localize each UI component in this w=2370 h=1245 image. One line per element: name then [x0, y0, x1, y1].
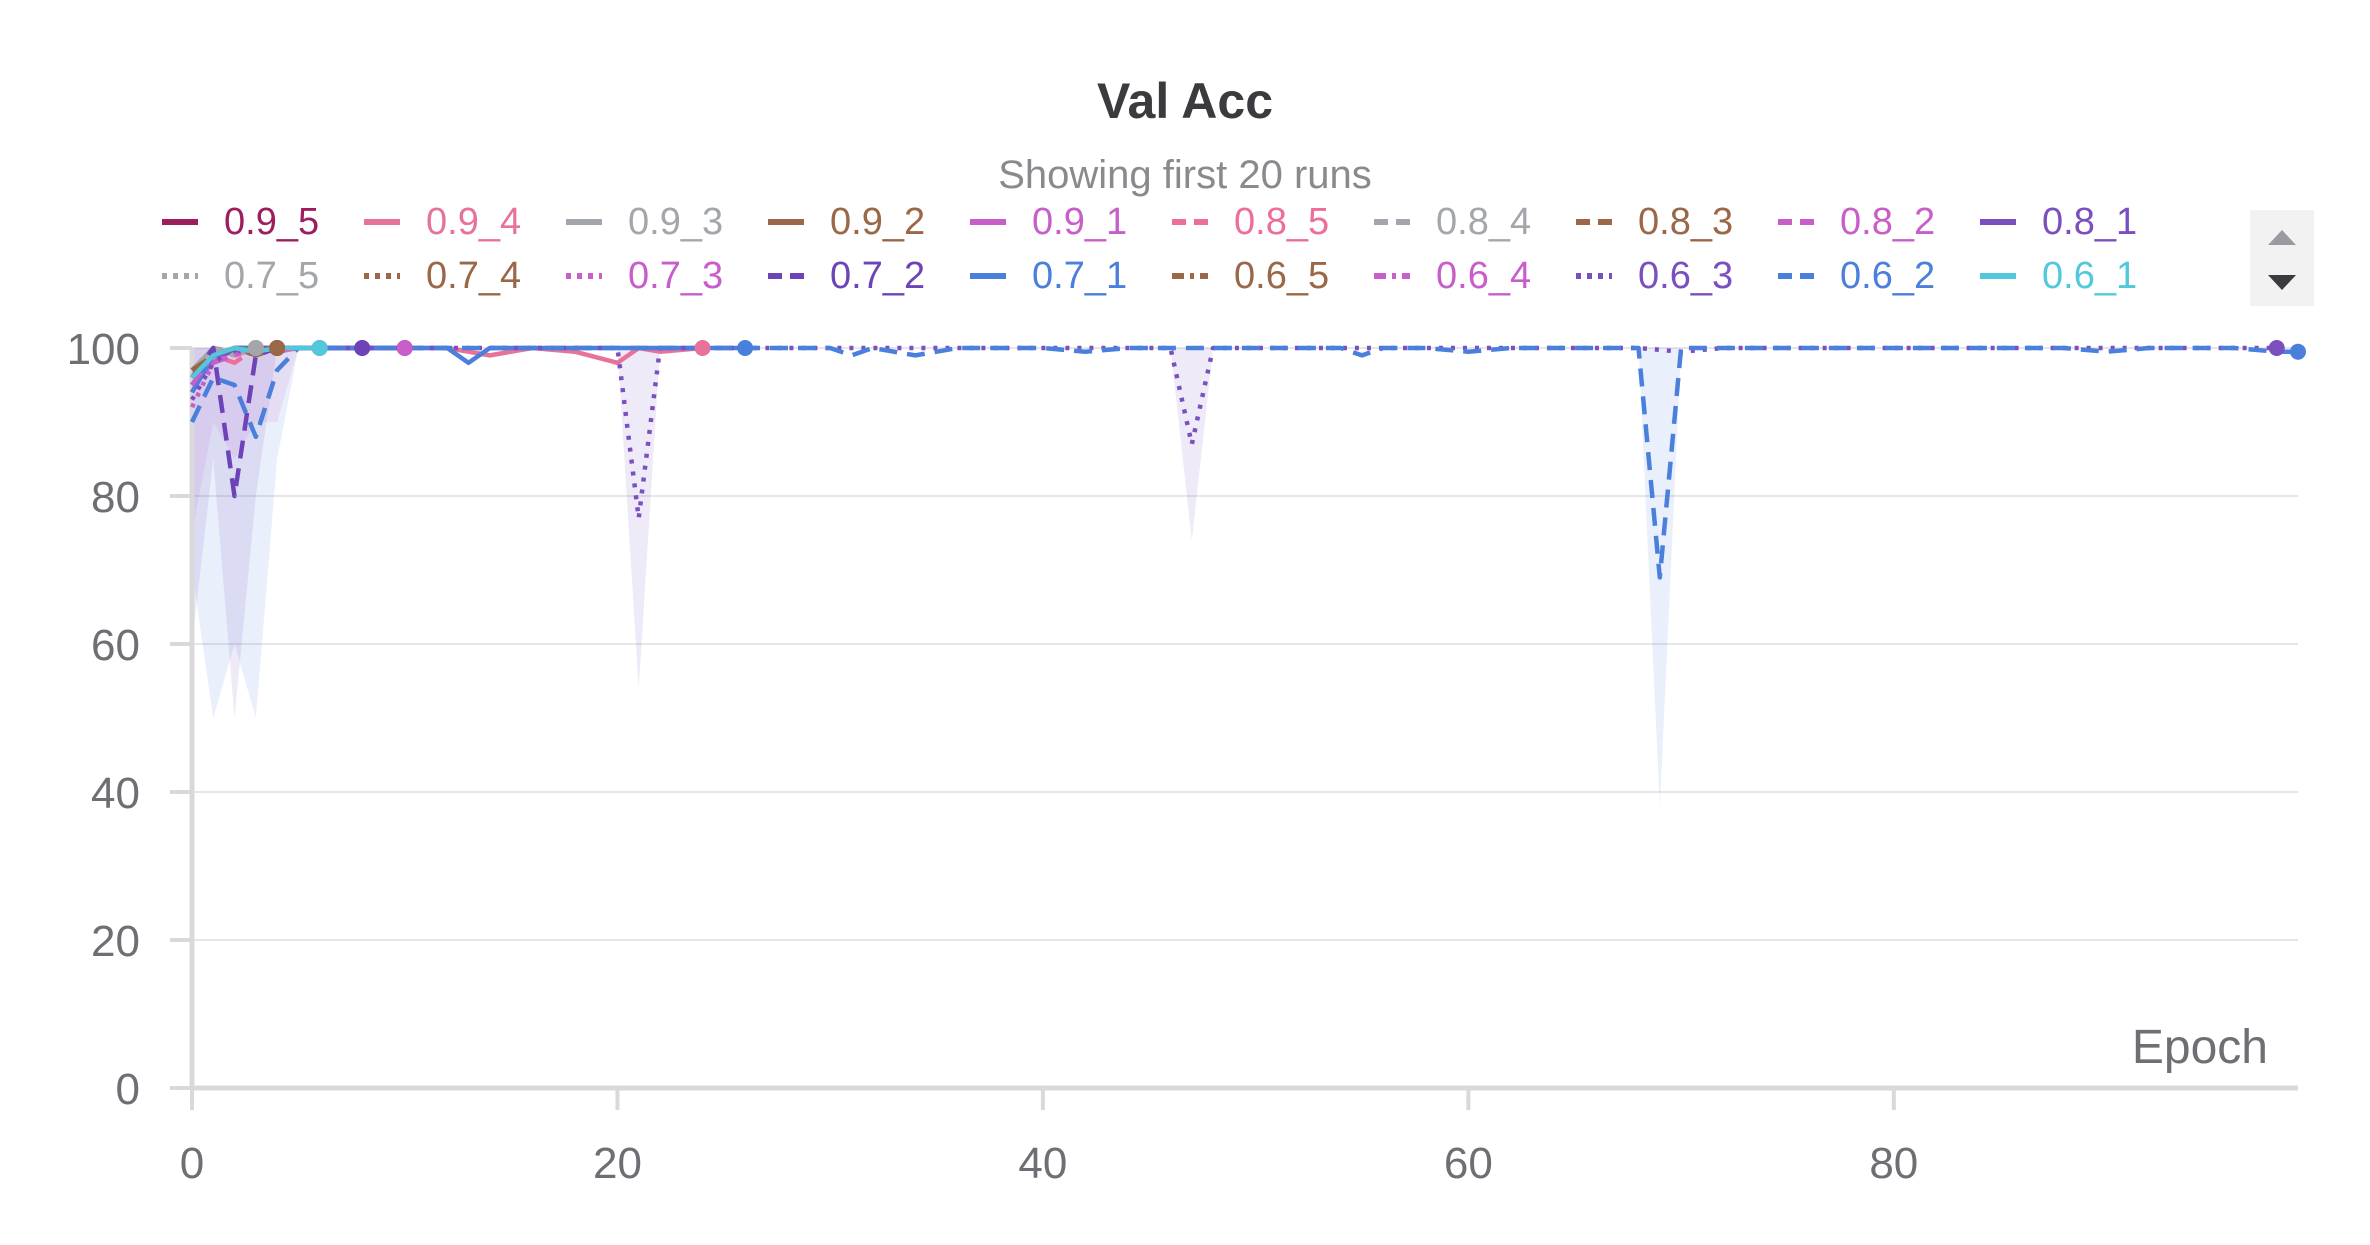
- variance-band: [192, 348, 299, 718]
- legend-item-0-9_3[interactable]: 0.9_3: [566, 201, 723, 243]
- series-end-marker: [247, 340, 264, 356]
- variance-bands: [192, 348, 1682, 807]
- legend-label: 0.6_3: [1638, 255, 1733, 297]
- legend-item-0-9_2[interactable]: 0.9_2: [768, 201, 925, 243]
- series-line-0-6_2: [189, 345, 2298, 580]
- x-tick-label: 40: [1018, 1139, 1067, 1188]
- end-markers: [247, 340, 2306, 360]
- legend-item-0-8_2[interactable]: 0.8_2: [1778, 201, 1935, 243]
- axes: [170, 346, 2298, 1110]
- legend-item-0-8_1[interactable]: 0.8_1: [1980, 201, 2137, 243]
- legend-item-0-6_4[interactable]: 0.6_4: [1374, 255, 1531, 297]
- legend-label: 0.9_2: [830, 201, 925, 243]
- legend-item-0-6_5[interactable]: 0.6_5: [1172, 255, 1329, 297]
- legend-scroll-controls: [2250, 210, 2314, 306]
- legend-item-0-8_3[interactable]: 0.8_3: [1576, 201, 1733, 243]
- triangle-up-icon[interactable]: [2268, 230, 2296, 245]
- x-tick-label: 20: [593, 1139, 642, 1188]
- legend-scroll-track: [2250, 210, 2314, 306]
- legend-label: 0.9_5: [224, 201, 319, 243]
- legend-label: 0.8_4: [1436, 201, 1531, 243]
- grid: [192, 347, 2298, 941]
- y-tick-label: 40: [91, 769, 140, 818]
- legend-item-0-7_1[interactable]: 0.7_1: [970, 255, 1127, 297]
- x-tick-label: 0: [180, 1139, 204, 1188]
- legend-label: 0.7_4: [426, 255, 521, 297]
- legend-item-0-6_2[interactable]: 0.6_2: [1778, 255, 1935, 297]
- series-line-0-7_5: [190, 345, 257, 372]
- x-axis-label: Epoch: [2132, 1021, 2268, 1074]
- y-tick-label: 60: [91, 621, 140, 670]
- variance-band: [617, 348, 660, 689]
- legend-label: 0.7_1: [1032, 255, 1127, 297]
- y-tick-label: 20: [91, 917, 140, 966]
- x-tick-label: 80: [1869, 1139, 1918, 1188]
- y-tick-label: 100: [67, 325, 140, 374]
- series-end-marker: [269, 340, 286, 356]
- legend-item-0-8_4[interactable]: 0.8_4: [1374, 201, 1531, 243]
- legend-label: 0.6_5: [1234, 255, 1329, 297]
- legend-item-0-6_1[interactable]: 0.6_1: [1980, 255, 2137, 297]
- series-end-marker: [396, 340, 413, 356]
- series-end-marker: [737, 340, 754, 356]
- variance-band: [192, 348, 299, 533]
- legend: 0.9_5 0.9_4 0.9_3 0.9_2 0.9_1 0.8_5 0.8_4 0.8_3…: [162, 201, 2137, 297]
- series-end-marker: [2268, 340, 2285, 356]
- legend-label: 0.8_5: [1234, 201, 1329, 243]
- triangle-down-icon[interactable]: [2268, 275, 2296, 290]
- legend-item-0-9_1[interactable]: 0.9_1: [970, 201, 1127, 243]
- legend-item-0-9_4[interactable]: 0.9_4: [364, 201, 521, 243]
- chart-title: Val Acc: [1097, 73, 1273, 129]
- legend-label: 0.7_2: [830, 255, 925, 297]
- series-end-marker: [694, 340, 711, 356]
- y-tick-label: 0: [116, 1065, 140, 1114]
- legend-item-0-7_5[interactable]: 0.7_5: [162, 255, 319, 297]
- tick-labels: 0 20 40 60 80 0 20 40 60 80 100: [67, 325, 1919, 1188]
- legend-item-0-9_5[interactable]: 0.9_5: [162, 201, 319, 243]
- series-line-0-6_3: [190, 345, 2277, 521]
- legend-label: 0.6_2: [1840, 255, 1935, 297]
- series-end-marker: [2290, 343, 2306, 360]
- series-end-marker: [354, 340, 371, 356]
- legend-label: 0.6_1: [2042, 255, 2137, 297]
- y-tick-label: 80: [91, 473, 140, 522]
- legend-label: 0.9_1: [1032, 201, 1127, 243]
- legend-item-0-6_3[interactable]: 0.6_3: [1576, 255, 1733, 297]
- legend-item-0-7_4[interactable]: 0.7_4: [364, 255, 521, 297]
- legend-item-0-8_5[interactable]: 0.8_5: [1172, 201, 1329, 243]
- variance-band: [192, 348, 278, 718]
- legend-label: 0.8_2: [1840, 201, 1935, 243]
- legend-label: 0.6_4: [1436, 255, 1531, 297]
- legend-label: 0.8_3: [1638, 201, 1733, 243]
- legend-item-0-7_2[interactable]: 0.7_2: [768, 255, 925, 297]
- x-tick-label: 60: [1444, 1139, 1493, 1188]
- legend-label: 0.7_3: [628, 255, 723, 297]
- legend-label: 0.7_5: [224, 255, 319, 297]
- series-end-marker: [311, 340, 328, 356]
- legend-item-0-7_3[interactable]: 0.7_3: [566, 255, 723, 297]
- legend-label: 0.8_1: [2042, 201, 2137, 243]
- legend-label: 0.9_3: [628, 201, 723, 243]
- legend-label: 0.9_4: [426, 201, 521, 243]
- series-lines: [189, 345, 2298, 580]
- chart-subtitle: Showing first 20 runs: [998, 153, 1372, 197]
